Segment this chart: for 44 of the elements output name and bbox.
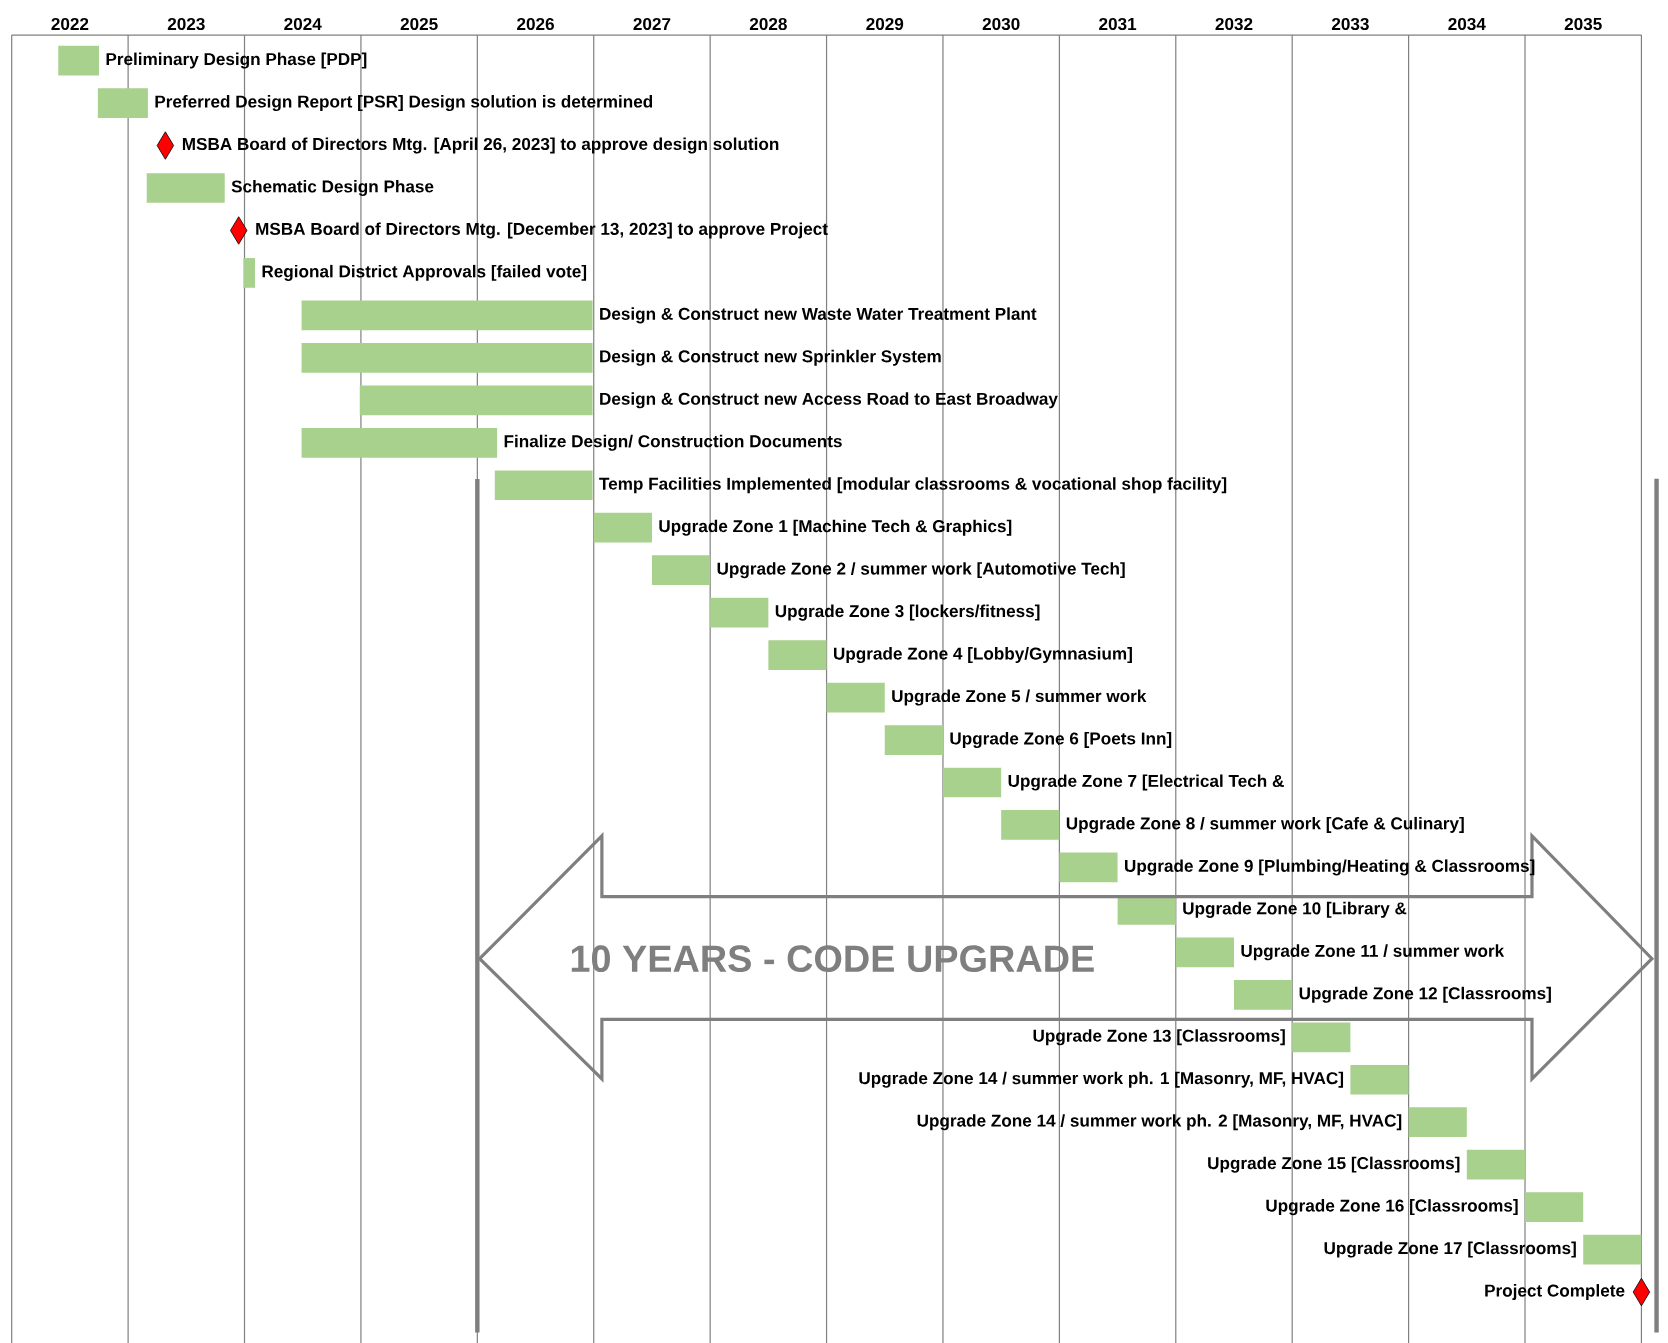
y-tick-label: Upgrade Zone 14 / summer work ph. 2 [Masonry, MF, HVAC]	[917, 1114, 1402, 1131]
x-tick-label: 2024	[284, 17, 322, 31]
y-tick-label: Upgrade Zone 5 / summer work	[892, 689, 1147, 706]
x-tick-label: 2022	[51, 17, 89, 31]
x-tick-label: 2032	[1215, 17, 1253, 31]
x-tick-label: 2027	[633, 17, 671, 31]
y-tick-label: Design & Construct new Access Road to East Broadway	[600, 392, 1058, 409]
y-tick-label: Design & Construct new Sprinkler System	[600, 349, 941, 366]
y-tick-label: Upgrade Zone 8 / summer work [Cafe & Culinary]	[1066, 816, 1464, 833]
y-tick-label: MSBA Board of Directors Mtg. [December 13, 2023] to approve Project	[256, 222, 828, 239]
x-tick-label: 2023	[167, 17, 205, 31]
x-tick-label: 2034	[1448, 17, 1486, 31]
y-tick-label: MSBA Board of Directors Mtg. [April 26, 2023] to approve design solution	[182, 137, 779, 154]
y-tick-label: Regional District Approvals [failed vote]	[262, 264, 587, 281]
y-tick-label: Upgrade Zone 15 [Classrooms]	[1208, 1156, 1460, 1173]
y-tick-label: Project Complete	[1485, 1284, 1625, 1301]
y-tick-label: Preliminary Design Phase [PDP]	[106, 52, 367, 69]
y-tick-label: Upgrade Zone 11 / summer work	[1241, 944, 1505, 961]
x-tick-label: 2035	[1564, 17, 1602, 31]
y-tick-label: Upgrade Zone 9 [Plumbing/Heating & Classrooms]	[1125, 859, 1535, 876]
y-tick-label: Preferred Design Report [PSR] Design solution is determined	[155, 95, 653, 112]
y-tick-label: Temp Facilities Implemented [modular classrooms & vocational shop facility]	[599, 477, 1227, 494]
x-tick-label: 2029	[866, 17, 904, 31]
y-tick-label: Upgrade Zone 3 [lockers/fitness]	[775, 604, 1040, 621]
y-tick-label: Upgrade Zone 16 [Classrooms]	[1266, 1199, 1518, 1216]
y-tick-label: Upgrade Zone 6 [Poets Inn]	[950, 732, 1172, 749]
y-tick-label: Upgrade Zone 4 [Lobby/Gymnasium]	[833, 647, 1132, 664]
y-tick-label: Upgrade Zone 7 [Electrical Tech &	[1008, 774, 1284, 791]
x-tick-label: 2028	[749, 17, 787, 31]
y-tick-label: Upgrade Zone 2 / summer work [Automotive Tech]	[717, 562, 1125, 579]
x-tick-label: 2025	[400, 17, 438, 31]
y-tick-label: Upgrade Zone 13 [Classrooms]	[1033, 1029, 1285, 1046]
x-tick-label: 2033	[1331, 17, 1369, 31]
y-tick-label: Upgrade Zone 14 / summer work ph. 1 [Masonry, MF, HVAC]	[859, 1071, 1344, 1088]
y-tick-label: Upgrade Zone 10 [Library &	[1183, 901, 1407, 918]
x-tick-label: 2026	[517, 17, 554, 31]
y-tick-label: Schematic Design Phase	[231, 179, 434, 196]
y-tick-label: Upgrade Zone 17 [Classrooms]	[1324, 1241, 1576, 1258]
y-tick-label: Upgrade Zone 1 [Machine Tech & Graphics]	[659, 519, 1012, 536]
y-tick-label: Design & Construct new Waste Water Treatment Plant	[600, 307, 1037, 324]
y-tick-label: Finalize Design/ Construction Documents	[504, 434, 842, 451]
y-tick-label: Upgrade Zone 12 [Classrooms]	[1299, 986, 1551, 1003]
x-tick-label: 2030	[982, 17, 1020, 31]
x-tick-label: 2031	[1099, 17, 1137, 31]
